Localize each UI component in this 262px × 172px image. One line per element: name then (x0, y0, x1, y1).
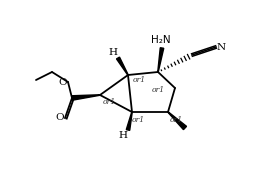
Polygon shape (72, 95, 100, 100)
Text: or1: or1 (152, 86, 165, 94)
Text: H: H (118, 131, 127, 140)
Polygon shape (168, 112, 187, 130)
Text: or1: or1 (132, 116, 145, 124)
Text: or1: or1 (103, 98, 116, 106)
Text: or1: or1 (170, 116, 183, 124)
Text: N: N (217, 42, 226, 51)
Polygon shape (158, 48, 164, 72)
Text: O: O (55, 112, 64, 121)
Polygon shape (117, 57, 128, 75)
Text: H₂N: H₂N (151, 35, 171, 45)
Text: O: O (58, 78, 67, 87)
Text: or1: or1 (133, 76, 146, 84)
Polygon shape (126, 112, 132, 130)
Text: H: H (108, 48, 117, 57)
